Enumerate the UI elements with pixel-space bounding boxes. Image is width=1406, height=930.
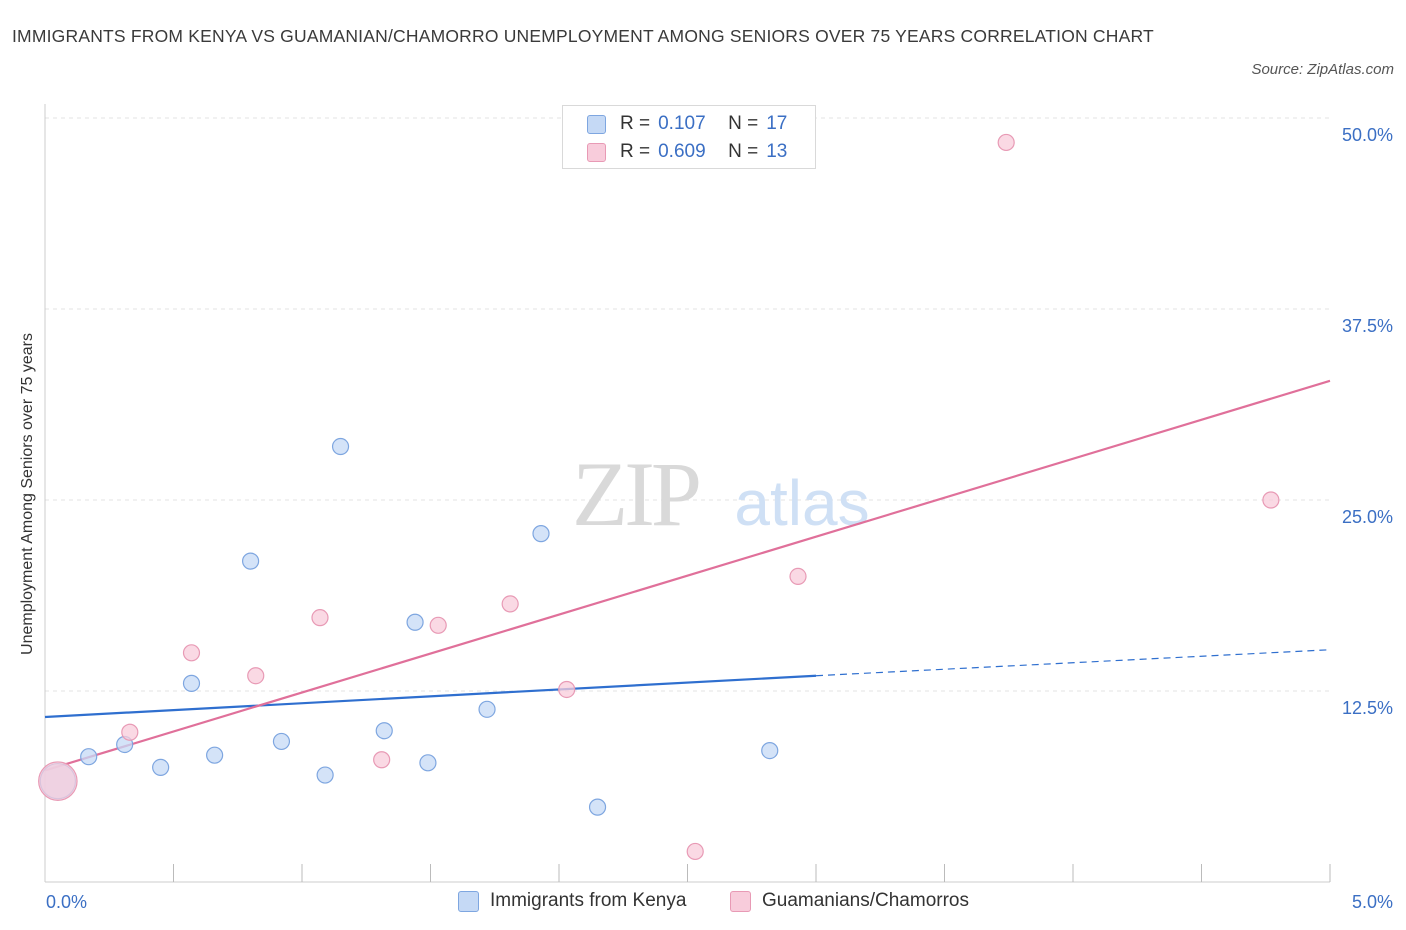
legend-row-guam: R = 0.609 N = 13 (587, 140, 787, 164)
x-tick-label: 5.0% (1352, 892, 1393, 912)
n-label: N = (728, 141, 759, 162)
data-point (272, 732, 291, 751)
gridlines (45, 117, 1330, 692)
trend-line (44, 379, 1331, 772)
x-tick-label: 0.0% (46, 892, 87, 912)
watermark: ZIP atlas (572, 443, 870, 545)
data-point (761, 741, 779, 760)
trend-line (44, 674, 817, 719)
y-tick-label: 25.0% (1342, 507, 1393, 527)
data-point (331, 437, 350, 456)
data-point (152, 758, 170, 777)
data-point (80, 748, 98, 766)
data-point (182, 644, 201, 662)
n-value: 13 (766, 141, 788, 162)
data-point (558, 680, 576, 699)
watermark-atlas: atlas (734, 467, 869, 539)
data-point (242, 552, 260, 570)
series-legend: Immigrants from Kenya Guamanians/Chamorr… (0, 890, 1406, 916)
data-point (121, 723, 139, 741)
r-value: 0.609 (658, 141, 706, 162)
tick-labels: 12.5% 25.0% 37.5% 50.0% 0.0% 5.0% (46, 125, 1393, 912)
data-point (789, 567, 807, 586)
data-point (429, 616, 447, 634)
kenya-swatch (587, 114, 606, 134)
legend-item-kenya: Immigrants from Kenya (458, 890, 686, 912)
data-point (686, 842, 704, 861)
data-point (406, 613, 424, 631)
data-point (501, 595, 519, 613)
n-label: N = (728, 113, 759, 134)
data-point (373, 751, 391, 769)
data-point (997, 133, 1015, 152)
r-value: 0.107 (658, 113, 706, 134)
data-points (38, 133, 1280, 861)
data-point (375, 722, 393, 740)
data-point (247, 667, 265, 685)
trend-line-extension (815, 649, 1331, 677)
legend-label-kenya: Immigrants from Kenya (490, 890, 687, 911)
stats-legend: R = 0.107 N = 17 R = 0.609 N = 13 (562, 105, 816, 169)
data-point (316, 766, 334, 784)
data-point (206, 746, 224, 764)
data-point (1262, 491, 1280, 509)
data-point (419, 754, 437, 772)
axes (44, 104, 1331, 883)
data-point (182, 674, 201, 692)
data-point (588, 798, 607, 816)
data-point (38, 761, 78, 801)
guam-legend-swatch (730, 890, 751, 912)
r-label: R = (620, 141, 651, 162)
kenya-legend-swatch (458, 890, 479, 912)
legend-label-guam: Guamanians/Chamorros (762, 890, 969, 911)
data-point (478, 700, 496, 718)
legend-item-guam: Guamanians/Chamorros (730, 890, 969, 912)
data-point (532, 525, 550, 543)
data-point (311, 609, 329, 627)
guam-swatch (587, 142, 606, 162)
trend-lines (44, 379, 1331, 772)
watermark-zip: ZIP (572, 443, 699, 545)
y-tick-label: 50.0% (1342, 125, 1393, 145)
chart-title: IMMIGRANTS FROM KENYA VS GUAMANIAN/CHAMO… (12, 26, 1154, 46)
y-tick-label: 12.5% (1342, 698, 1393, 718)
y-tick-label: 37.5% (1342, 316, 1393, 336)
n-value: 17 (766, 113, 788, 134)
source-label: Source: ZipAtlas.com (1251, 61, 1394, 78)
r-label: R = (620, 113, 651, 134)
legend-row-kenya: R = 0.107 N = 17 (587, 112, 787, 136)
